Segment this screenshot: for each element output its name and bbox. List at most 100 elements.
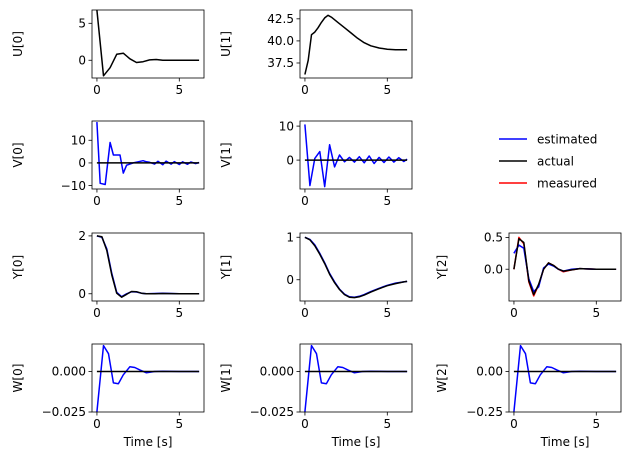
x-tick-label: 0 — [510, 417, 518, 431]
y-axis-label: Y[1] — [219, 255, 233, 280]
series-line-2 — [513, 237, 617, 296]
subplot-w2: 0 5 −0.25 0.00 W[2] Time [s] — [435, 343, 622, 449]
series-group — [304, 14, 408, 75]
legend-label: estimated — [537, 133, 597, 147]
legend-entry-2: measured — [499, 177, 597, 191]
y-axis-label: W[2] — [435, 364, 449, 393]
series-group — [304, 344, 408, 412]
x-axis-label: Time [s] — [331, 435, 381, 449]
y-tick-label: 0.5 — [484, 231, 503, 245]
series-line-0 — [304, 14, 408, 75]
y-tick-label: 10 — [279, 119, 294, 133]
x-tick-label: 5 — [175, 83, 183, 97]
x-tick-label: 0 — [301, 194, 309, 208]
axes-frame — [299, 120, 413, 190]
x-tick-label: 5 — [175, 194, 183, 208]
y-axis-label: Y[2] — [435, 255, 449, 280]
subplot-w1: 0 5 −0.025 0.000 W[1] Time [s] — [219, 343, 413, 449]
axes-frame — [91, 232, 205, 302]
y-tick-label: 0.000 — [260, 365, 294, 379]
x-tick-label: 0 — [93, 194, 101, 208]
y-tick-label: 0.000 — [52, 365, 86, 379]
y-axis-label: U[1] — [219, 31, 233, 57]
y-tick-label: 1 — [286, 230, 294, 244]
series-group — [96, 10, 200, 77]
axes-frame — [299, 232, 413, 302]
y-tick-label: 42.5 — [267, 12, 294, 26]
y-axis-label: W[0] — [11, 364, 25, 393]
subplot-y0: 0 5 0 2 Y[0] — [11, 229, 205, 320]
y-tick-label: 40.0 — [267, 34, 294, 48]
x-tick-label: 5 — [592, 306, 600, 320]
y-axis-label: U[0] — [11, 31, 25, 57]
y-tick-label: −0.25 — [466, 405, 503, 419]
x-tick-label: 5 — [175, 417, 183, 431]
y-tick-label: 0 — [78, 287, 86, 301]
series-group — [513, 344, 617, 412]
x-tick-label: 5 — [383, 83, 391, 97]
x-tick-label: 5 — [383, 417, 391, 431]
y-tick-label: 0 — [78, 53, 86, 67]
x-axis-label: Time [s] — [123, 435, 173, 449]
subplot-w0: 0 5 −0.025 0.000 W[0] Time [s] — [11, 343, 205, 449]
y-tick-label: 0.00 — [476, 365, 503, 379]
series-group — [96, 235, 200, 298]
x-tick-label: 0 — [510, 306, 518, 320]
series-group — [304, 236, 408, 299]
y-tick-label: −0.025 — [250, 405, 294, 419]
series-group — [513, 236, 617, 297]
subplot-v1: 0 5 0 10 V[1] — [219, 119, 413, 208]
axes-frame — [91, 120, 205, 190]
series-group — [96, 344, 200, 412]
subplot-v0: 0 5 −10 0 10 V[0] — [11, 120, 205, 208]
x-tick-label: 0 — [93, 83, 101, 97]
y-axis-label: V[0] — [11, 142, 25, 167]
y-tick-label: 10 — [71, 133, 86, 147]
y-tick-label: 0 — [286, 153, 294, 167]
y-axis-label: Y[0] — [11, 255, 25, 280]
y-tick-label: 5 — [78, 17, 86, 31]
y-tick-label: 37.5 — [267, 56, 294, 70]
x-tick-label: 5 — [592, 417, 600, 431]
legend-label: actual — [537, 155, 574, 169]
axes-frame — [299, 343, 413, 413]
x-tick-label: 0 — [301, 417, 309, 431]
axes-frame — [91, 9, 205, 79]
x-tick-label: 0 — [301, 83, 309, 97]
y-tick-label: 0.0 — [484, 262, 503, 276]
series-group — [96, 122, 200, 186]
series-line-1 — [96, 235, 200, 298]
y-tick-label: 0 — [78, 156, 86, 170]
y-tick-label: −10 — [61, 179, 86, 193]
axes-frame — [299, 9, 413, 79]
series-line-1 — [304, 236, 408, 299]
subplot-u0: 0 5 0 5 U[0] — [11, 9, 205, 97]
legend: estimated actual measured — [499, 133, 597, 191]
x-tick-label: 0 — [301, 306, 309, 320]
axes-frame — [91, 343, 205, 413]
legend-label: measured — [537, 177, 597, 191]
x-tick-label: 0 — [93, 306, 101, 320]
y-tick-label: 0 — [286, 273, 294, 287]
y-tick-label: −0.025 — [42, 405, 86, 419]
y-tick-label: 2 — [78, 229, 86, 243]
axes-frame — [508, 232, 622, 302]
x-tick-label: 0 — [93, 417, 101, 431]
x-tick-label: 5 — [383, 306, 391, 320]
x-axis-label: Time [s] — [540, 435, 590, 449]
x-tick-label: 5 — [175, 306, 183, 320]
y-axis-label: V[1] — [219, 142, 233, 167]
series-group — [304, 124, 408, 188]
legend-entry-0: estimated — [499, 133, 597, 147]
legend-entry-1: actual — [499, 155, 574, 169]
y-axis-label: W[1] — [219, 364, 233, 393]
axes-frame — [508, 343, 622, 413]
series-line-0 — [96, 10, 200, 77]
subplot-u1: 0 5 37.5 40.0 42.5 U[1] — [219, 9, 413, 97]
x-tick-label: 5 — [383, 194, 391, 208]
subplot-y1: 0 5 0 1 Y[1] — [219, 230, 413, 320]
subplot-y2: 0 5 0.0 0.5 Y[2] — [435, 231, 622, 320]
